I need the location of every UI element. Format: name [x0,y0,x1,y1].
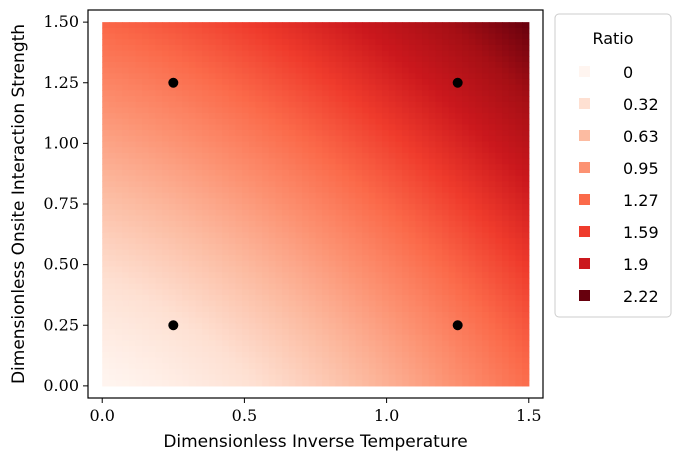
x-tick-label: 0.0 [89,406,114,425]
y-tick-label: 0.00 [43,376,79,395]
legend-swatch [579,226,590,237]
y-axis: 0.00 0.25 0.50 0.75 1.00 1.25 1.50 [43,12,88,395]
y-tick-label: 0.25 [43,315,79,334]
y-tick-label: 1.25 [43,73,79,92]
legend-items: 0 0.32 0.63 0.95 1.27 1.59 1.9 2.22 [579,63,659,306]
legend-swatch [579,290,590,301]
x-tick-label: 1.5 [516,406,541,425]
legend-swatch [579,258,590,269]
y-tick-label: 0.75 [43,194,79,213]
x-tick-label: 1.0 [374,406,399,425]
legend-label: 1.59 [623,223,659,242]
legend-swatch [579,66,590,77]
x-axis-label: Dimensionless Inverse Temperature [163,432,467,452]
legend-swatch [579,130,590,141]
data-points [168,77,463,331]
y-axis-label: Dimensionless Onsite Interaction Strengt… [9,24,29,384]
legend: Ratio 0 0.32 0.63 0.95 1.27 1.59 1.9 2.22 [554,13,672,318]
legend-label: 2.22 [623,287,659,306]
y-tick-label: 1.50 [43,12,79,31]
legend-label: 0.32 [623,95,659,114]
data-point [452,77,463,88]
legend-title: Ratio [592,29,633,48]
data-point [168,77,179,88]
legend-label: 0.63 [623,127,659,146]
legend-label: 0.95 [623,159,659,178]
legend-label: 1.9 [623,255,648,274]
legend-label: 0 [623,63,633,82]
heatmap-surface [102,22,530,387]
x-axis: 0.0 0.5 1.0 1.5 [89,398,542,425]
legend-swatch [579,194,590,205]
data-point [452,320,463,331]
legend-box [554,13,672,318]
y-tick-label: 1.00 [43,133,79,152]
data-point [168,320,179,331]
legend-swatch [579,98,590,109]
legend-label: 1.27 [623,191,659,210]
y-tick-label: 0.50 [43,255,79,274]
x-tick-label: 0.5 [232,406,257,425]
legend-swatch [579,162,590,173]
